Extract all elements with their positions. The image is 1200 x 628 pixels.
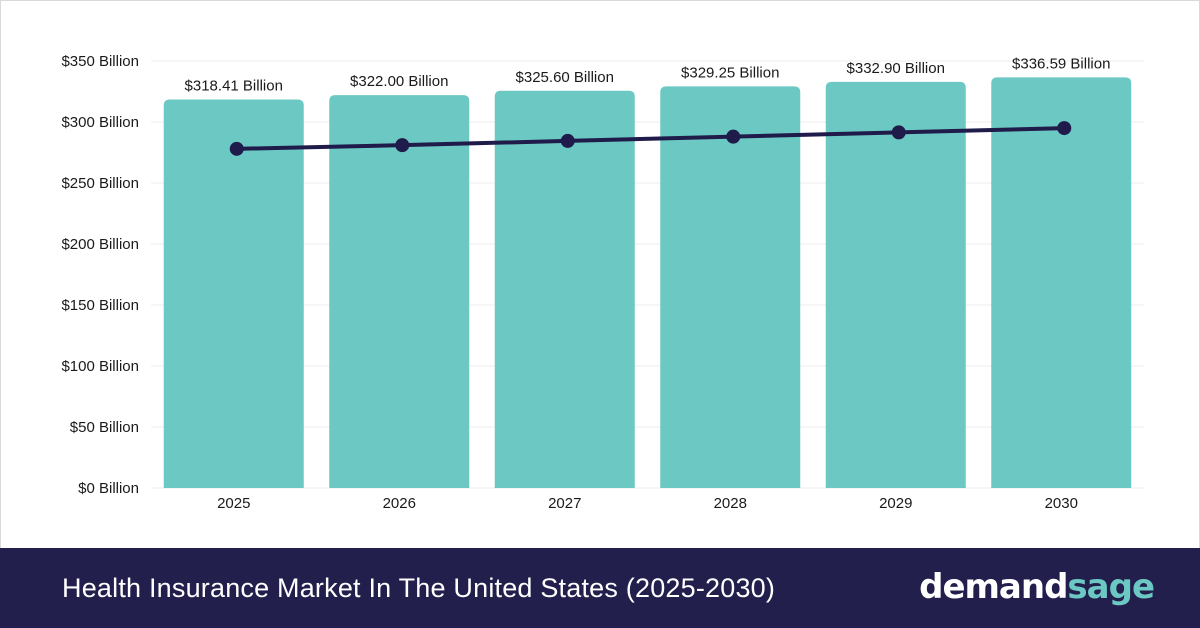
trend-point — [726, 129, 741, 144]
y-tick-label: $150 Billion — [61, 297, 139, 314]
y-tick-label: $100 Billion — [61, 358, 139, 375]
x-axis-tick-labels: 2025 2026 2027 2028 2029 2030 — [217, 495, 1078, 512]
trend-point — [1057, 121, 1072, 136]
bar-data-label: $325.60 Billion — [516, 69, 614, 86]
y-tick-label: $350 Billion — [61, 53, 139, 70]
x-tick-label: 2027 — [548, 495, 581, 512]
y-tick-label: $300 Billion — [61, 114, 139, 131]
trend-point — [395, 138, 410, 153]
y-tick-label: $50 Billion — [70, 419, 139, 436]
x-tick-label: 2029 — [879, 495, 912, 512]
bar — [163, 99, 304, 489]
bars — [163, 77, 1132, 489]
bar-data-label: $329.25 Billion — [681, 64, 779, 81]
trend-point — [891, 125, 906, 140]
trend-line — [229, 121, 1072, 156]
trend-line-path — [236, 126, 1065, 151]
x-tick-label: 2025 — [217, 495, 250, 512]
footer-banner: Health Insurance Market In The United St… — [0, 548, 1200, 628]
chart-area: $0 Billion $50 Billion $100 Billion $150 Bi… — [0, 0, 1200, 548]
x-tick-label: 2030 — [1045, 495, 1078, 512]
x-tick-label: 2026 — [383, 495, 416, 512]
bar — [825, 81, 966, 488]
gridlines — [151, 60, 1144, 489]
logo-text-sage: sage — [1067, 567, 1155, 607]
bar-chart: $0 Billion $50 Billion $100 Billion $150 Bi… — [61, 53, 1144, 512]
x-tick-label: 2028 — [714, 495, 747, 512]
bar-data-label: $322.00 Billion — [350, 73, 448, 90]
bar — [329, 95, 470, 488]
y-tick-label: $250 Billion — [61, 175, 139, 192]
bar-data-label: $332.90 Billion — [847, 60, 945, 77]
trend-point — [229, 141, 244, 156]
y-axis-tick-labels: $0 Billion $50 Billion $100 Billion $150 Bi… — [61, 53, 139, 497]
brand-logo: demandsage — [919, 548, 1155, 628]
logo-text-demand: demand — [919, 567, 1068, 607]
bar — [991, 77, 1132, 488]
bar-data-label: $336.59 Billion — [1012, 55, 1110, 72]
y-tick-label: $0 Billion — [78, 480, 139, 497]
chart-title: Health Insurance Market In The United St… — [62, 573, 776, 603]
bar — [660, 86, 801, 488]
bar-data-labels: $318.41 Billion $322.00 Billion $325.60 Bi… — [185, 55, 1111, 94]
y-tick-label: $200 Billion — [61, 236, 139, 253]
bar — [494, 90, 635, 488]
bar-data-label: $318.41 Billion — [185, 78, 283, 95]
trend-point — [560, 133, 575, 148]
